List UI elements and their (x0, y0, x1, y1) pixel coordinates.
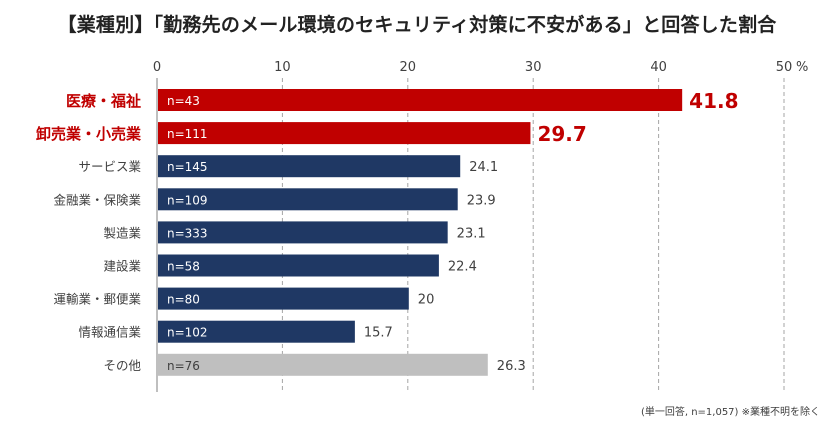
sample-size-label: n=102 (167, 326, 208, 340)
category-label: 医療・福祉 (66, 92, 141, 110)
sample-size-label: n=333 (167, 226, 208, 240)
sample-size-label: n=43 (167, 94, 200, 108)
category-label: 情報通信業 (78, 325, 141, 340)
x-tick-label: 50 (776, 60, 793, 75)
x-tick-label: 10 (274, 60, 291, 75)
x-tick-label: 40 (650, 60, 667, 75)
value-label: 24.1 (469, 160, 498, 175)
sample-size-label: n=109 (167, 193, 208, 207)
value-label: 22.4 (448, 260, 477, 275)
x-axis-unit: % (796, 60, 808, 75)
bar (158, 353, 488, 376)
value-label: 26.3 (497, 359, 526, 374)
category-label: 製造業 (103, 225, 141, 240)
value-label: 23.1 (457, 226, 486, 241)
value-label: 20 (418, 293, 435, 308)
category-label: サービス業 (78, 159, 141, 174)
sample-size-label: n=111 (167, 127, 208, 141)
bar (158, 320, 355, 343)
footnote: (単一回答, n=1,057) ※業種不明を除く (640, 407, 820, 418)
bar (158, 122, 531, 145)
chart-title: 【業種別】「勤務先のメール環境のセキュリティ対策に不安がある」と回答した割合 (57, 14, 777, 36)
sample-size-label: n=76 (167, 359, 200, 373)
x-tick-label: 30 (525, 60, 542, 75)
sample-size-label: n=145 (167, 160, 208, 174)
category-label: 卸売業・小売業 (36, 125, 142, 143)
value-label: 23.9 (467, 193, 496, 208)
value-label: 41.8 (689, 89, 738, 113)
bar (158, 155, 461, 178)
x-tick-label: 0 (153, 60, 161, 75)
category-label: 運輸業・郵便業 (53, 292, 141, 307)
value-label: 29.7 (537, 122, 586, 146)
category-label: その他 (103, 358, 141, 373)
bar (158, 89, 683, 111)
bar (158, 287, 409, 310)
sample-size-label: n=58 (167, 260, 200, 274)
bar (158, 188, 458, 211)
sample-size-label: n=80 (167, 293, 200, 307)
bar (158, 254, 439, 277)
category-label: 金融業・保険業 (53, 192, 141, 207)
category-label: 建設業 (103, 259, 141, 274)
x-tick-label: 20 (400, 60, 417, 75)
value-label: 15.7 (364, 326, 393, 341)
bar (158, 221, 448, 244)
